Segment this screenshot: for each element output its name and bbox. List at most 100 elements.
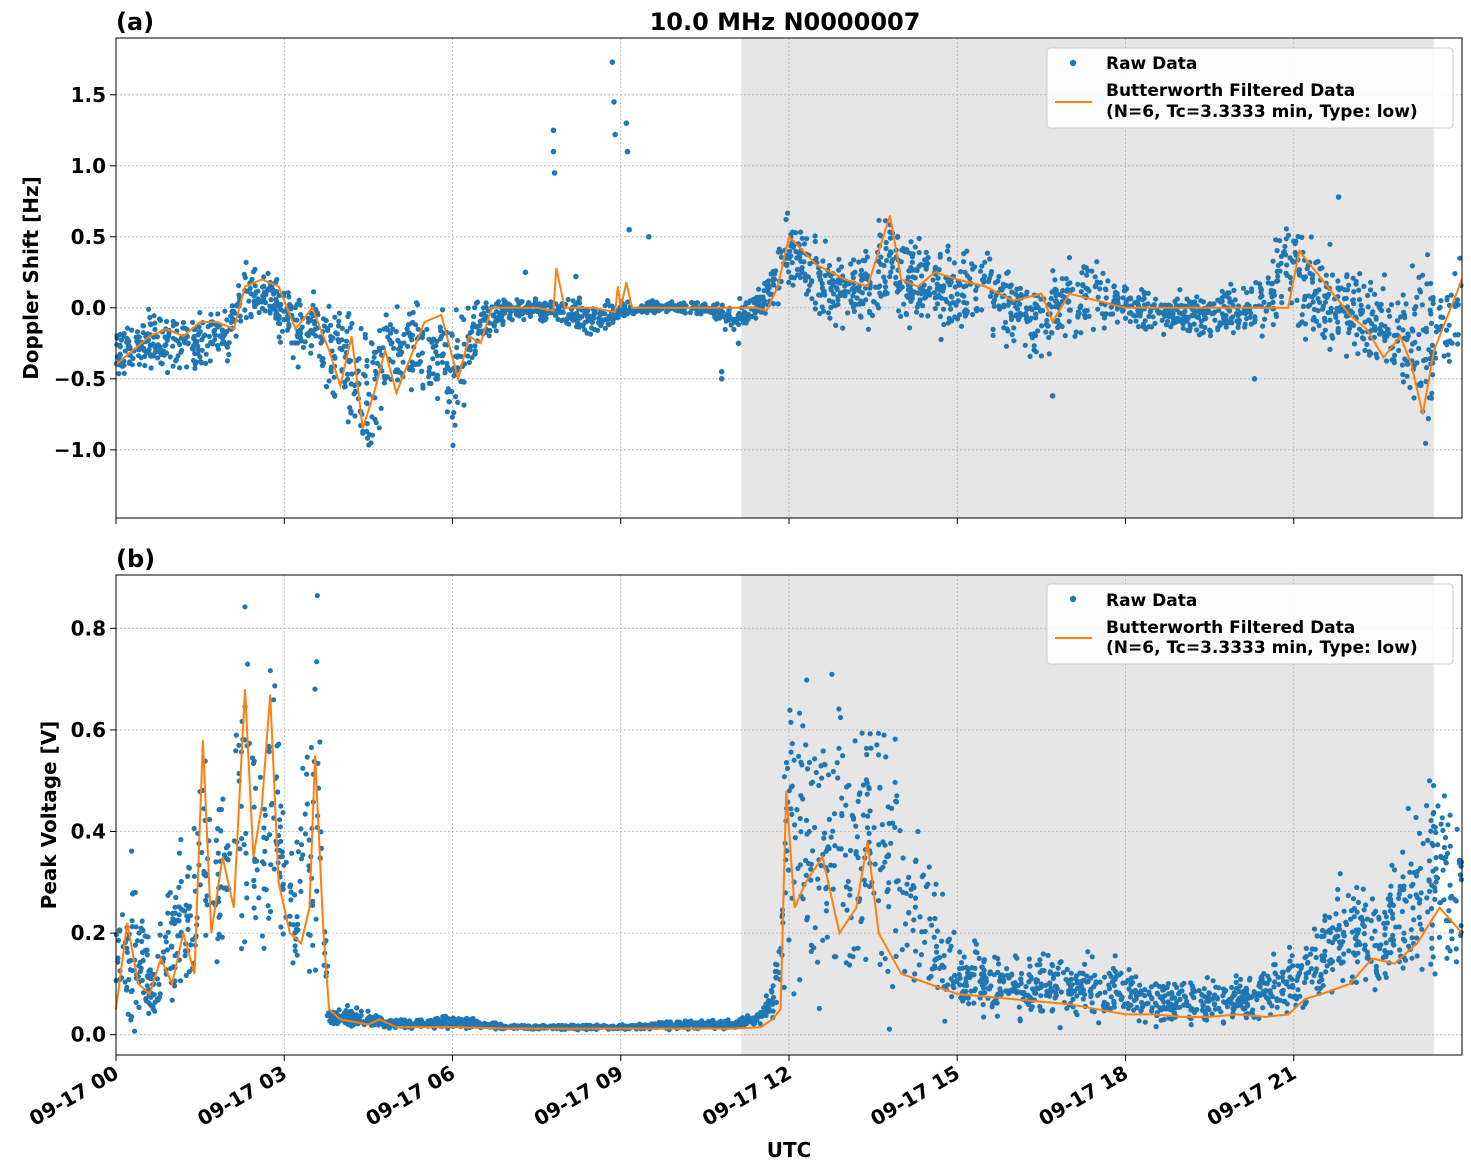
- raw-data-point: [1136, 1018, 1142, 1024]
- raw-data-point: [799, 265, 805, 271]
- raw-data-point: [1383, 358, 1390, 364]
- raw-data-point: [1065, 299, 1071, 305]
- raw-data-point: [826, 816, 833, 823]
- raw-data-point: [1066, 255, 1073, 261]
- raw-data-point: [426, 374, 432, 380]
- raw-data-point: [757, 1021, 763, 1027]
- raw-data-point: [1313, 289, 1319, 295]
- raw-data-point: [1011, 338, 1017, 344]
- raw-data-point: [831, 863, 837, 869]
- raw-data-point: [990, 326, 996, 332]
- raw-data-point: [816, 1005, 823, 1012]
- raw-data-point: [934, 301, 941, 307]
- raw-data-point: [1382, 932, 1388, 938]
- raw-data-point: [1327, 241, 1333, 247]
- raw-data-point: [896, 308, 902, 314]
- raw-data-point: [1322, 913, 1328, 919]
- panel-a-legend-box: [1046, 47, 1454, 129]
- raw-data-point: [252, 304, 258, 310]
- raw-data-point: [203, 351, 209, 357]
- raw-data-point: [912, 904, 919, 910]
- raw-data-point: [439, 359, 445, 365]
- raw-data-point: [874, 302, 880, 308]
- raw-data-point: [205, 343, 211, 349]
- raw-data-point: [302, 831, 309, 837]
- raw-data-point: [792, 822, 798, 828]
- raw-data-point: [1258, 289, 1264, 295]
- raw-data-point: [887, 274, 893, 280]
- raw-data-point: [1400, 371, 1406, 378]
- raw-data-point: [867, 883, 873, 890]
- raw-data-point: [1440, 827, 1446, 834]
- raw-data-point: [449, 332, 455, 338]
- raw-data-point: [213, 837, 219, 844]
- raw-data-point: [314, 593, 320, 599]
- raw-data-point: [803, 742, 809, 748]
- raw-data-point: [747, 298, 753, 304]
- raw-data-point: [904, 881, 910, 887]
- raw-data-point: [930, 277, 936, 283]
- raw-data-point: [1313, 260, 1319, 266]
- raw-data-point: [783, 760, 790, 766]
- raw-data-point: [1355, 899, 1362, 906]
- raw-data-point: [203, 360, 209, 366]
- raw-data-point: [851, 308, 858, 314]
- raw-data-point: [190, 358, 197, 364]
- raw-data-point: [294, 317, 300, 323]
- raw-data-point: [1084, 979, 1090, 985]
- raw-data-point: [981, 957, 988, 963]
- raw-data-point: [233, 333, 239, 339]
- raw-data-point: [280, 886, 286, 892]
- raw-data-point: [229, 303, 235, 309]
- raw-data-point: [712, 314, 718, 320]
- raw-data-point: [121, 370, 127, 376]
- raw-data-point: [1253, 280, 1259, 286]
- raw-data-point: [863, 297, 869, 303]
- raw-data-point: [787, 707, 793, 713]
- raw-data-point: [419, 368, 425, 374]
- raw-data-point: [979, 964, 985, 970]
- raw-data-point: [937, 965, 943, 972]
- raw-data-point: [451, 373, 457, 379]
- raw-data-point: [1419, 926, 1425, 932]
- raw-data-point: [1433, 879, 1439, 885]
- raw-data-point: [304, 754, 310, 760]
- raw-data-point: [120, 363, 126, 369]
- raw-data-point: [997, 978, 1003, 984]
- raw-data-point: [965, 995, 971, 1001]
- raw-data-point: [948, 306, 954, 312]
- raw-data-point: [300, 852, 306, 858]
- raw-data-point: [1303, 999, 1309, 1005]
- raw-data-point: [825, 310, 832, 316]
- raw-data-point: [312, 686, 318, 692]
- raw-data-point: [534, 309, 541, 315]
- raw-data-point: [1145, 290, 1151, 296]
- raw-data-point: [169, 997, 175, 1003]
- raw-data-point: [285, 290, 291, 296]
- raw-data-point: [212, 336, 218, 343]
- raw-data-point: [280, 810, 286, 816]
- raw-data-point: [1067, 307, 1073, 313]
- raw-data-point: [1111, 1004, 1117, 1010]
- raw-data-point: [995, 956, 1001, 962]
- raw-data-point: [1103, 287, 1109, 293]
- raw-data-point: [652, 300, 658, 306]
- raw-data-point: [125, 1011, 131, 1017]
- raw-data-point: [884, 889, 890, 895]
- raw-data-point: [1283, 236, 1289, 242]
- raw-data-point: [1195, 308, 1201, 314]
- raw-data-point: [916, 249, 922, 256]
- raw-data-point: [275, 320, 282, 326]
- raw-data-point: [576, 295, 583, 301]
- raw-data-point: [1300, 303, 1307, 309]
- raw-data-point: [1313, 954, 1319, 961]
- raw-data-point: [812, 756, 818, 762]
- raw-data-point: [1224, 293, 1230, 299]
- raw-data-point: [144, 947, 150, 953]
- raw-data-point: [1005, 302, 1011, 308]
- raw-data-point: [1401, 309, 1407, 315]
- raw-data-point: [371, 349, 377, 355]
- raw-data-point: [130, 355, 136, 361]
- raw-data-point: [145, 934, 151, 940]
- raw-data-point: [819, 304, 825, 310]
